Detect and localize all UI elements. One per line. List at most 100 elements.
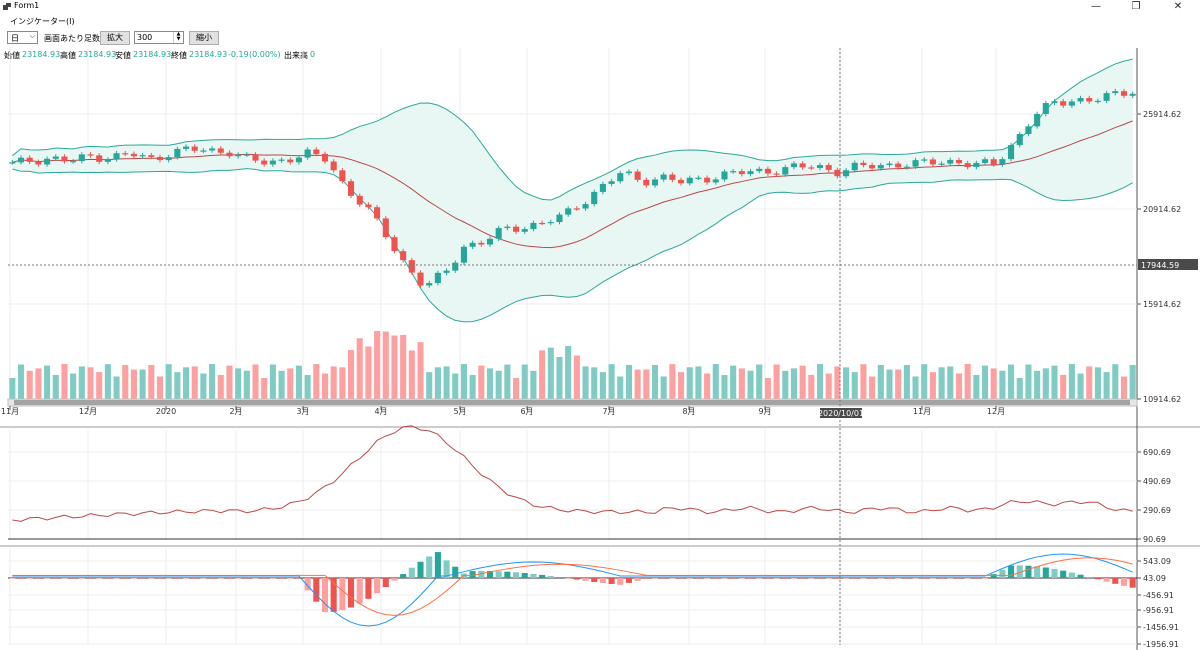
macd-histogram-bar <box>1129 578 1136 588</box>
macd-histogram-bar <box>304 578 311 591</box>
crosshair: 17944.59 2020/10/01 <box>8 48 1198 645</box>
candle-body <box>44 158 51 165</box>
candle-body <box>443 270 450 273</box>
macd-histogram-bar <box>139 578 146 579</box>
macd-histogram-bar <box>990 574 997 578</box>
macd-histogram-bar <box>834 578 841 579</box>
macd-histogram-bar <box>200 578 207 579</box>
indicator-tick-label: 490.69 <box>1143 477 1171 486</box>
bars-per-screen-input[interactable]: 300 ▲ ▼ <box>134 31 184 44</box>
crosshair-price-label: 17944.59 <box>1141 261 1179 270</box>
bollinger-lower-line <box>12 168 1133 323</box>
volume-bar <box>243 370 250 400</box>
volume-bar <box>1034 370 1041 400</box>
volume-bar <box>469 375 476 400</box>
volume-bar <box>1077 373 1084 400</box>
macd-histogram-bar <box>790 578 797 579</box>
candle-body <box>486 238 494 245</box>
macd-histogram-bar <box>625 578 632 583</box>
macd-histogram-bar <box>113 578 120 579</box>
macd-histogram-bar <box>643 578 650 579</box>
candle-body <box>625 171 632 174</box>
candle-body <box>547 222 554 224</box>
macd-histogram-bar <box>70 578 77 579</box>
menu-indicator[interactable]: インジケーター(I) <box>10 17 75 26</box>
macd-histogram-bar <box>660 578 667 579</box>
open-label: 始値 <box>4 51 20 60</box>
macd-histogram-bar <box>469 571 476 578</box>
candle-body <box>808 167 815 169</box>
macd-histogram-bar <box>78 578 85 579</box>
volume-bar <box>704 373 711 400</box>
macd-histogram-bar <box>1060 570 1067 578</box>
candle-body <box>374 207 381 219</box>
candle-body <box>434 272 441 284</box>
volume-bar <box>834 366 841 400</box>
volume-bar <box>1025 364 1032 400</box>
candle-body <box>764 168 771 174</box>
macd-histogram-bar <box>738 578 745 579</box>
volume-bar <box>9 378 16 400</box>
volume-bar <box>877 364 884 400</box>
volume-bar <box>764 377 771 400</box>
candlesticks <box>9 88 1136 288</box>
volume-bar <box>651 365 659 400</box>
volume-bar <box>955 373 963 400</box>
macd-histogram-bar <box>182 578 190 579</box>
volume-bar <box>1086 366 1093 400</box>
volume-bar <box>460 364 467 400</box>
volume-bar <box>634 369 641 400</box>
volume-bar <box>1008 364 1015 400</box>
candle-body <box>643 179 650 186</box>
macd-histogram-bar <box>617 578 624 585</box>
volume-bar <box>200 373 207 400</box>
macd-histogram-bar <box>26 578 33 579</box>
candle-body <box>78 154 85 162</box>
candle-body <box>400 251 407 261</box>
volume-bar <box>513 377 520 400</box>
scrollbar-thumb <box>14 400 1130 405</box>
candle-body <box>1016 134 1023 146</box>
volume-label: 出来高 <box>284 51 308 60</box>
macd-histogram-bar <box>981 578 989 579</box>
date-tick-label: 12月 <box>987 407 1005 416</box>
price-tick-label: 15914.62 <box>1143 300 1181 309</box>
macd-histogram-bar <box>808 578 815 579</box>
macd-histogram-bar <box>52 578 59 579</box>
zoom-in-button[interactable]: 拡大 <box>100 31 130 45</box>
candle-body <box>903 166 910 168</box>
volume-bar <box>78 366 85 400</box>
minimize-button[interactable]: — <box>1091 1 1101 12</box>
low-label: 安値 <box>115 51 131 60</box>
zoom-out-button[interactable]: 縮小 <box>189 31 219 45</box>
candle-body <box>130 153 137 157</box>
candle-body <box>1086 98 1093 102</box>
toolbar: 日 ⌵ 画面あたり足数: 拡大 300 ▲ ▼ 縮小 <box>0 30 1200 46</box>
macd-histogram-bar <box>495 571 502 578</box>
bars-per-screen-value: 300 <box>137 33 153 42</box>
volume-bar <box>417 342 424 400</box>
macd-histogram-bar <box>408 567 415 578</box>
macd-histogram-bar <box>591 578 598 582</box>
candle-body <box>686 177 693 184</box>
macd-histogram-bar <box>1068 572 1075 578</box>
bollinger-band <box>12 58 1133 323</box>
candle-body <box>678 179 685 184</box>
volume-bar <box>973 375 980 400</box>
macd-histogram-bar <box>877 578 884 579</box>
macd-histogram-bar <box>1016 565 1023 578</box>
candle-body <box>452 262 459 271</box>
macd-histogram-bar <box>122 578 129 579</box>
candle-body <box>217 148 224 153</box>
macd-histogram-bar <box>695 578 702 579</box>
spin-updown-icon[interactable]: ▲ ▼ <box>173 32 183 43</box>
period-select[interactable]: 日 ⌵ <box>7 31 38 44</box>
candle-body <box>756 168 763 172</box>
close-button[interactable]: ✕ <box>1173 1 1183 12</box>
indicator-tick-label: 690.69 <box>1143 448 1171 457</box>
macd-histogram-bar <box>539 574 546 578</box>
maximize-button[interactable]: ❐ <box>1131 1 1141 12</box>
macd-histogram-bar <box>104 578 111 579</box>
volume-bar <box>1120 376 1128 400</box>
